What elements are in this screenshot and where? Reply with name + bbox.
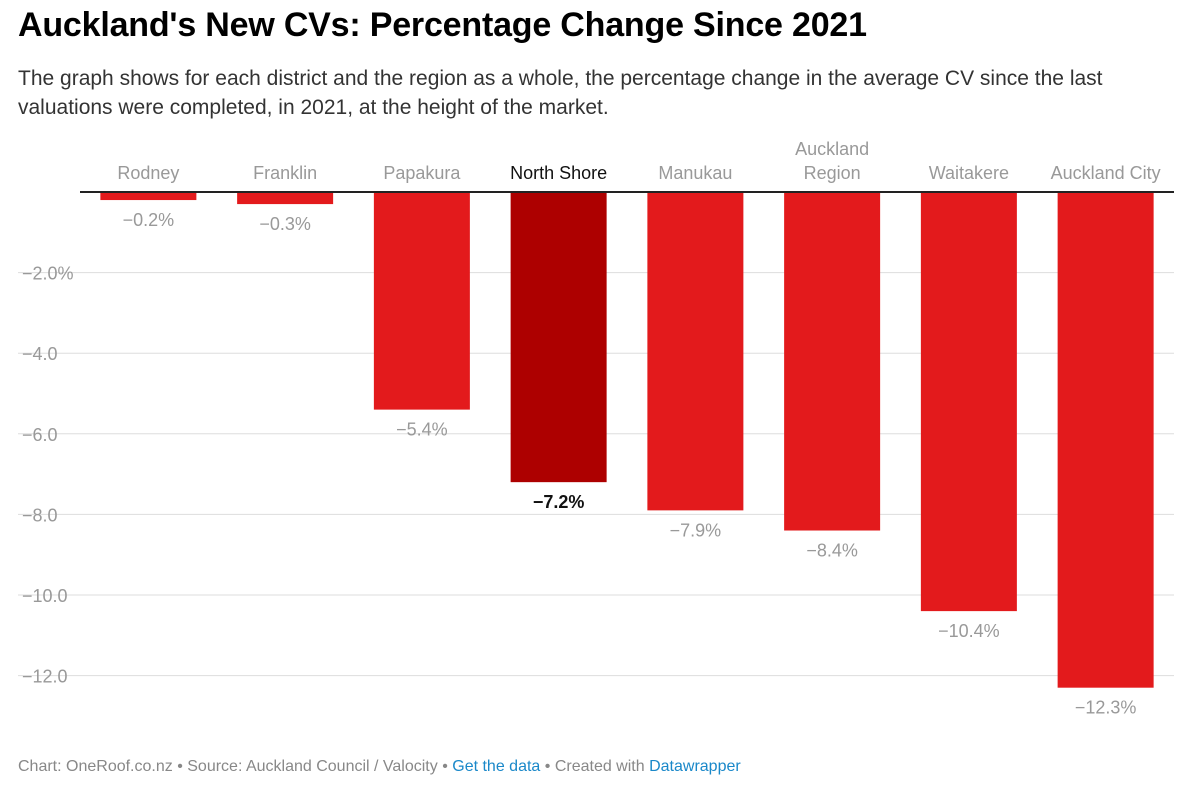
chart-title: Auckland's New CVs: Percentage Change Si… bbox=[18, 6, 867, 44]
category-label: Franklin bbox=[253, 163, 317, 183]
bar-chart: −2.0% −4.0 −6.0 −8.0 −10.0 −12.0 −0.2% Rodney −0… bbox=[18, 139, 1174, 718]
value-label: −10.4% bbox=[938, 621, 1000, 641]
bar bbox=[373, 192, 470, 410]
y-tick-label: −4.0 bbox=[22, 344, 58, 364]
y-tick-label: −10.0 bbox=[22, 586, 68, 606]
chart-footer: Chart: OneRoof.co.nz • Source: Auckland … bbox=[18, 758, 741, 776]
category-label: Region bbox=[804, 163, 861, 183]
y-tick-label: −6.0 bbox=[22, 425, 58, 445]
bar bbox=[647, 192, 744, 511]
category-label: Auckland City bbox=[1051, 163, 1161, 183]
value-label: −12.3% bbox=[1075, 698, 1137, 718]
datawrapper-link[interactable]: Datawrapper bbox=[649, 758, 741, 775]
bar bbox=[510, 192, 607, 483]
value-label: −8.4% bbox=[806, 541, 858, 561]
value-label: −0.2% bbox=[123, 210, 175, 230]
bar bbox=[1057, 192, 1154, 688]
y-tick-label: −12.0 bbox=[22, 667, 68, 687]
chart-credit: Chart: OneRoof.co.nz bbox=[18, 758, 173, 775]
bar bbox=[920, 192, 1017, 612]
y-tick-label: −8.0 bbox=[22, 505, 58, 525]
footer-separator: • bbox=[172, 758, 188, 775]
category-label: Papakura bbox=[383, 163, 461, 183]
footer-separator: • bbox=[540, 758, 555, 775]
bar bbox=[784, 192, 881, 531]
y-tick-label: −2.0% bbox=[22, 264, 74, 284]
source-text: Source: Auckland Council / Valocity bbox=[187, 758, 438, 775]
footer-separator: • bbox=[437, 758, 453, 775]
category-label: Auckland bbox=[795, 139, 869, 159]
value-label: −5.4% bbox=[396, 420, 448, 440]
get-the-data-link[interactable]: Get the data bbox=[452, 758, 541, 775]
bar bbox=[100, 192, 197, 201]
category-label: Manukau bbox=[658, 163, 732, 183]
created-with-text: Created with bbox=[554, 758, 645, 775]
category-label: North Shore bbox=[510, 163, 607, 183]
value-label: −7.2% bbox=[533, 492, 585, 512]
category-label: Waitakere bbox=[929, 163, 1009, 183]
bar bbox=[237, 192, 334, 205]
value-label: −7.9% bbox=[670, 520, 722, 540]
value-label: −0.3% bbox=[259, 214, 311, 234]
chart-subtitle: The graph shows for each district and th… bbox=[18, 67, 1103, 119]
category-label: Rodney bbox=[117, 163, 179, 183]
